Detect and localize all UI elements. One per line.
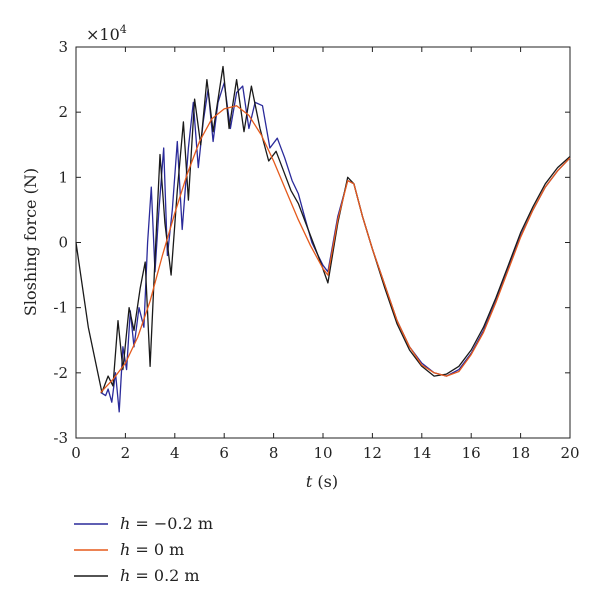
y-tick-label: -3 [53,429,68,447]
y-multiplier-base: ×10 [86,25,120,44]
y-tick-label: 0 [58,234,68,252]
legend-name: = 0.2 m [130,566,199,585]
y-axis-title: Sloshing force (N) [21,168,40,316]
x-tick-label: 4 [170,444,180,462]
legend-var: h [120,566,130,585]
y-tick-label: -1 [53,299,68,317]
x-axis-unit: (s) [317,472,338,491]
legend-name: = 0 m [130,540,184,559]
x-tick-label: 16 [462,444,481,462]
y-tick-label: -2 [53,364,68,382]
y-tick-label: 1 [58,168,68,186]
plot-area-border [75,46,571,439]
legend-var: h [120,540,130,559]
y-axis-multiplier: ×104 [86,23,127,44]
legend-label-1: h = 0 m [120,540,184,559]
x-tick-label: 12 [363,444,382,462]
x-tick-label: 14 [412,444,431,462]
series-line-1 [100,105,571,393]
x-tick-label: 0 [71,444,81,462]
y-tick-label: 2 [58,103,68,121]
x-tick-label: 8 [269,444,279,462]
x-tick-label: 20 [560,444,579,462]
x-tick-label: 2 [121,444,131,462]
x-tick-label: 18 [511,444,530,462]
series-line-2 [75,65,571,394]
y-multiplier-exponent: 4 [120,23,127,36]
y-tick-label: 3 [58,38,68,56]
x-tick-label: 6 [219,444,229,462]
series-line-0 [100,82,571,413]
series-layer [75,65,571,413]
plot-frame [75,46,571,439]
legend-var: h [120,514,130,533]
legend: h = −0.2 mh = 0 mh = 0.2 m [74,514,213,585]
x-axis-variable: t [306,472,313,491]
x-tick-label: 10 [313,444,332,462]
x-axis-title: t (s) [306,472,338,491]
legend-name: = −0.2 m [130,514,213,533]
legend-label-2: h = 0.2 m [120,566,200,585]
legend-label-0: h = −0.2 m [120,514,213,533]
